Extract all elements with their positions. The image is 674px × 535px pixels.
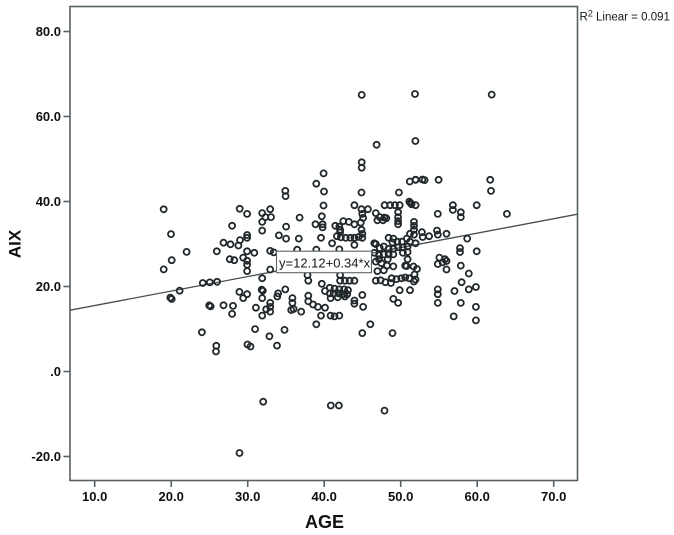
svg-text:20.0: 20.0	[36, 279, 61, 294]
svg-text:AIX: AIX	[6, 229, 25, 258]
svg-text:-20.0: -20.0	[31, 449, 61, 464]
svg-text:.0: .0	[50, 364, 61, 379]
svg-text:70.0: 70.0	[541, 489, 566, 504]
svg-text:60.0: 60.0	[465, 489, 490, 504]
svg-text:40.0: 40.0	[312, 489, 337, 504]
svg-text:20.0: 20.0	[159, 489, 184, 504]
svg-text:60.0: 60.0	[36, 109, 61, 124]
svg-text:R2 Linear = 0.091: R2 Linear = 0.091	[580, 8, 670, 23]
svg-text:AGE: AGE	[305, 512, 344, 532]
svg-text:40.0: 40.0	[36, 194, 61, 209]
svg-text:y=12.12+0.34*x: y=12.12+0.34*x	[279, 255, 371, 270]
svg-text:50.0: 50.0	[388, 489, 413, 504]
svg-text:80.0: 80.0	[36, 24, 61, 39]
svg-text:10.0: 10.0	[82, 489, 107, 504]
svg-text:30.0: 30.0	[235, 489, 260, 504]
